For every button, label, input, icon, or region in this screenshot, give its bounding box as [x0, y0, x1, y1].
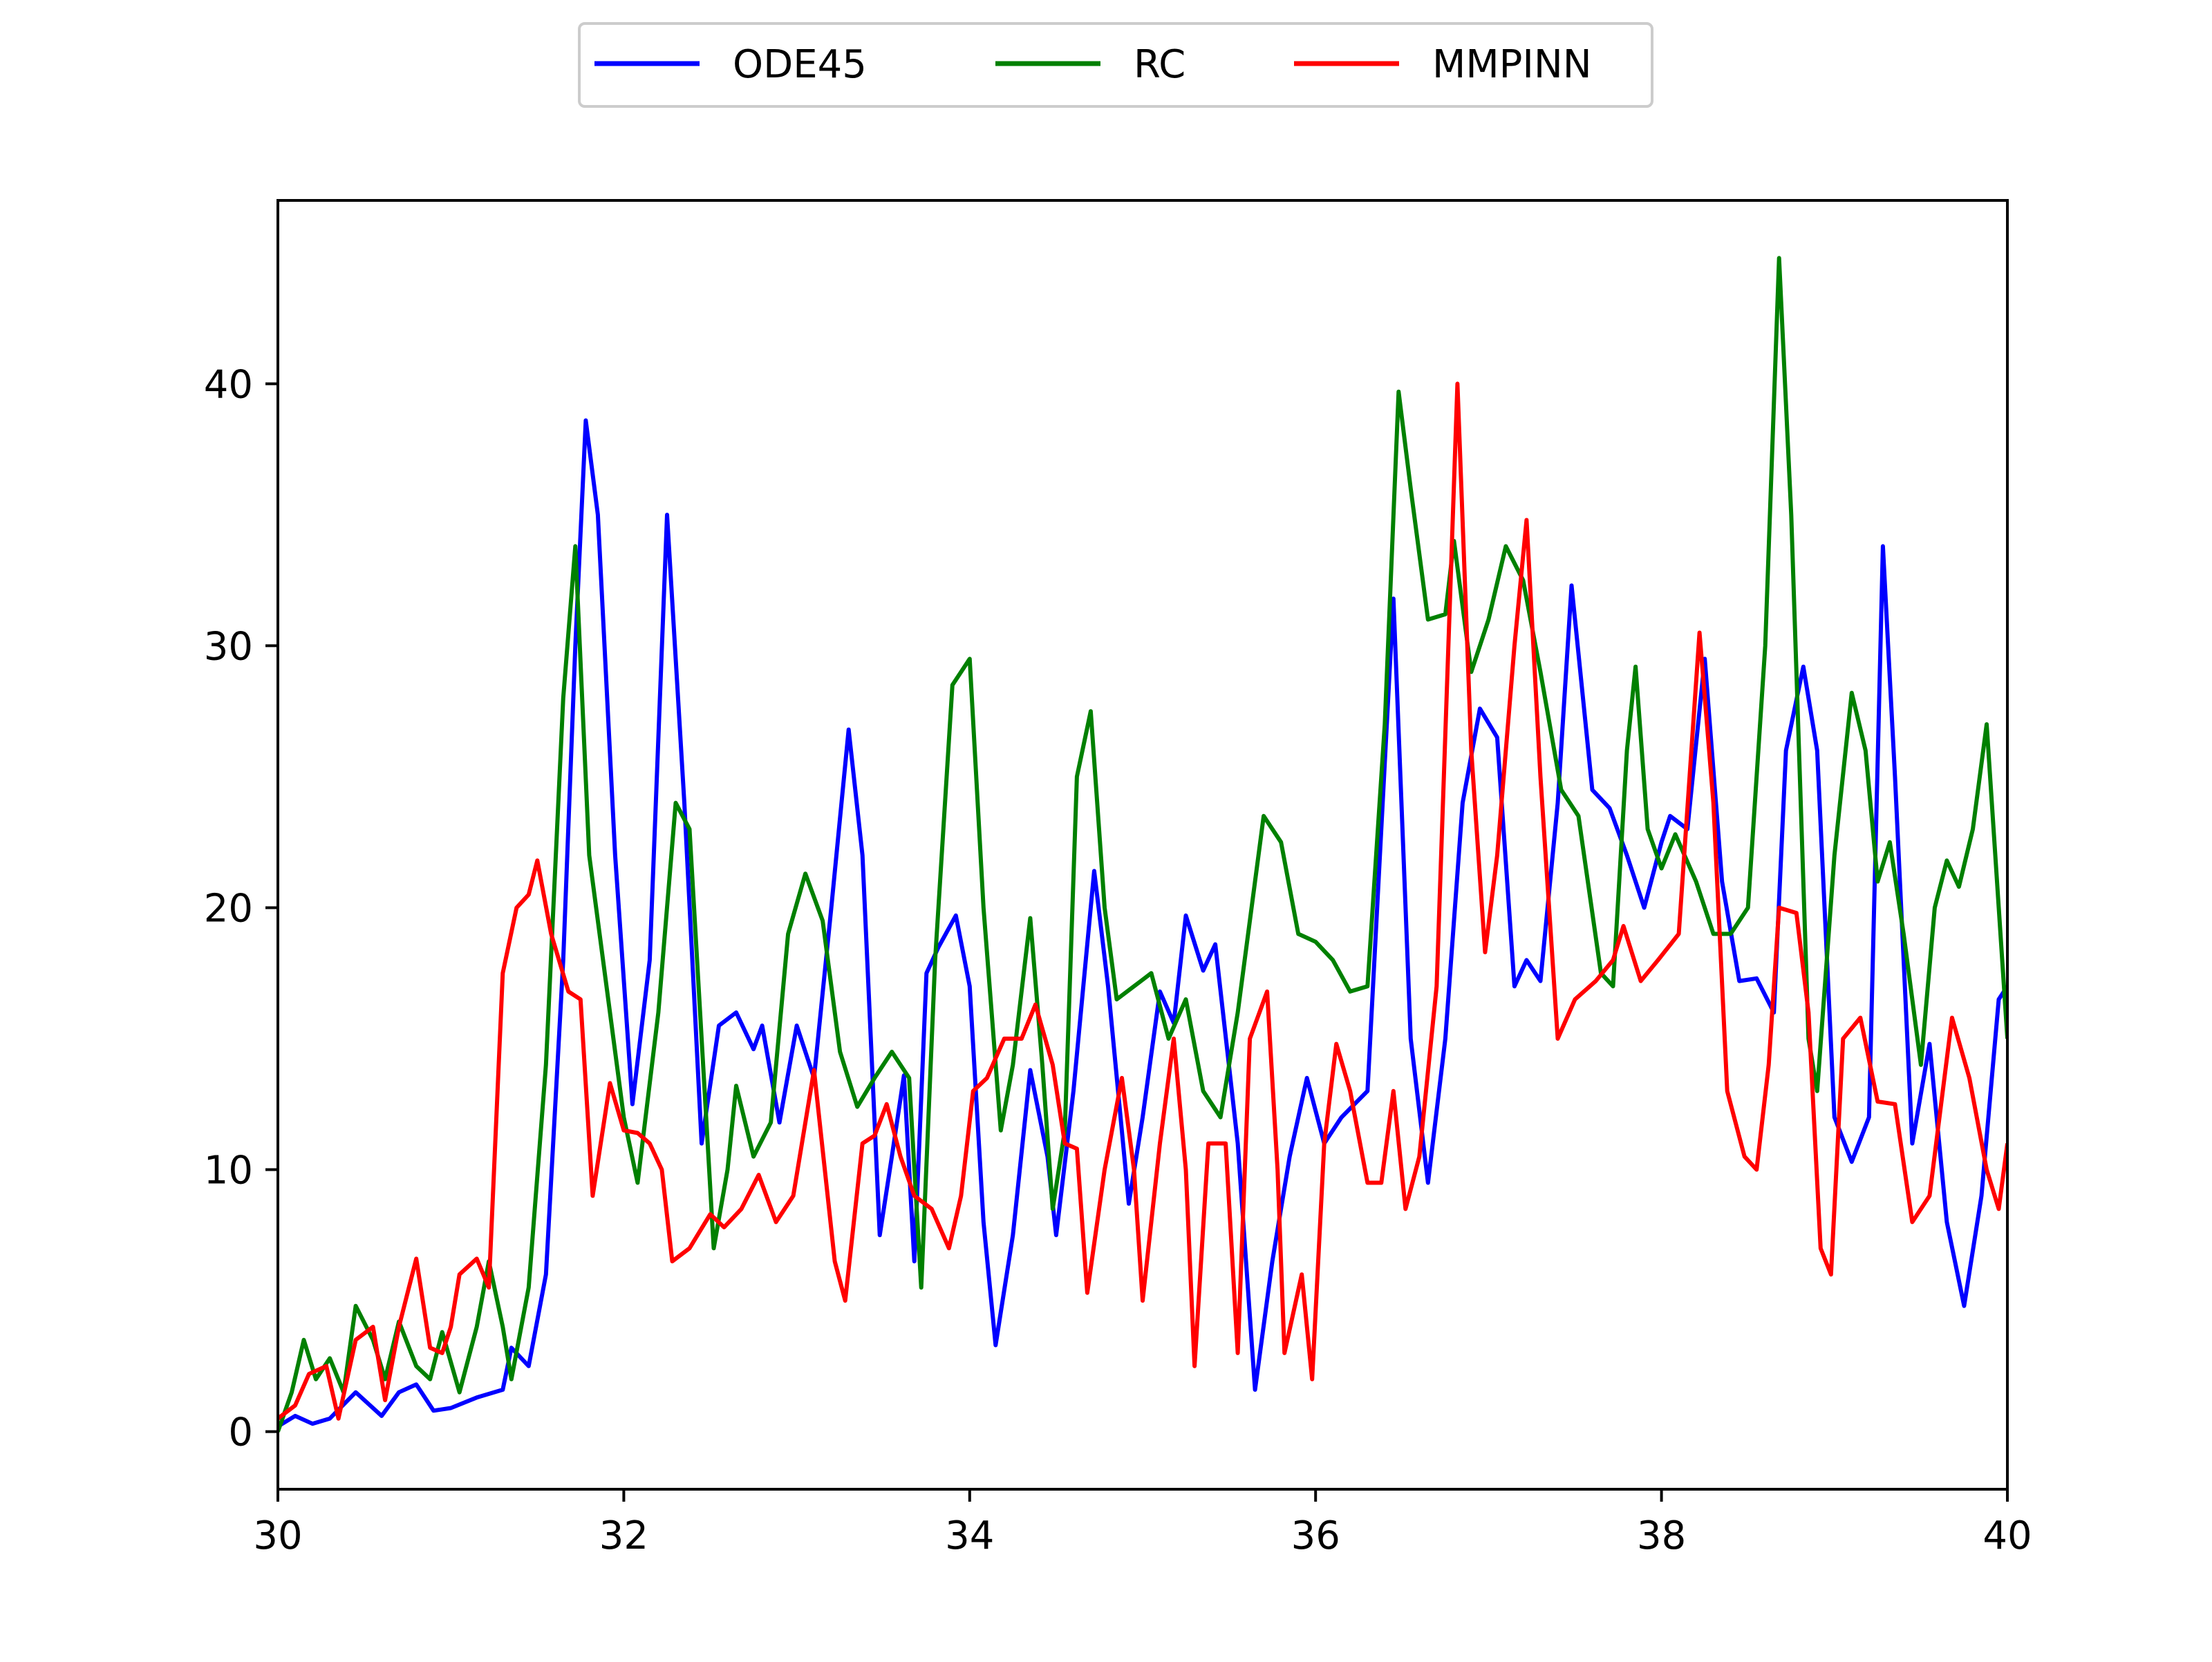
x-tick-label: 32	[599, 1513, 648, 1558]
series-line-rc	[278, 256, 2007, 1433]
legend-frame	[578, 22, 1653, 108]
x-tick-label: 40	[1983, 1513, 2032, 1558]
x-tick-label: 34	[945, 1513, 994, 1558]
series-layer	[278, 256, 2007, 1433]
y-tick-label: 20	[204, 886, 253, 931]
y-tick-label: 40	[204, 362, 253, 407]
y-tick-label: 30	[204, 624, 253, 669]
x-tick-label: 38	[1637, 1513, 1686, 1558]
legend-label-rc: RC	[1134, 42, 1185, 87]
plot-frame	[276, 199, 2009, 1491]
series-line-mmpinn	[278, 381, 2007, 1421]
x-axis: 30 32 34 36 38 40	[253, 1489, 2032, 1558]
y-axis: 0 10 20 30 40	[204, 362, 278, 1455]
y-tick-label: 0	[228, 1410, 253, 1455]
legend: ODE45 RC MMPINN	[578, 22, 1653, 108]
legend-label-mmpinn: MMPINN	[1432, 42, 1592, 87]
y-tick-label: 10	[204, 1149, 253, 1193]
x-tick-label: 30	[253, 1513, 302, 1558]
x-tick-label: 36	[1291, 1513, 1340, 1558]
legend-label-ode45: ODE45	[733, 42, 867, 87]
